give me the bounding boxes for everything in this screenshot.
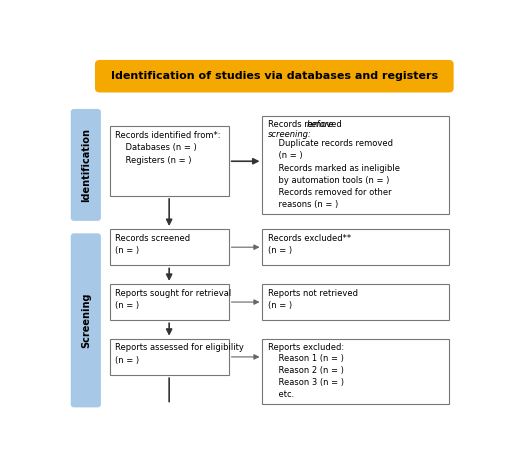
FancyBboxPatch shape [110, 229, 229, 266]
FancyBboxPatch shape [262, 339, 449, 405]
Text: Reason 1 (n = )
    Reason 2 (n = )
    Reason 3 (n = )
    etc.: Reason 1 (n = ) Reason 2 (n = ) Reason 3… [268, 353, 344, 399]
Text: before: before [307, 120, 334, 129]
FancyBboxPatch shape [262, 115, 449, 214]
FancyBboxPatch shape [262, 229, 449, 266]
FancyBboxPatch shape [110, 339, 229, 375]
FancyBboxPatch shape [95, 60, 454, 93]
Text: Duplicate records removed
    (n = )
    Records marked as ineligible
    by aut: Duplicate records removed (n = ) Records… [268, 139, 399, 209]
Text: Reports sought for retrieval
(n = ): Reports sought for retrieval (n = ) [115, 288, 231, 310]
Text: screening:: screening: [268, 130, 311, 139]
Text: Identification: Identification [81, 128, 91, 202]
Text: Records excluded**
(n = ): Records excluded** (n = ) [268, 234, 351, 255]
Text: Identification of studies via databases and registers: Identification of studies via databases … [111, 71, 438, 81]
Text: Records removed: Records removed [268, 120, 344, 129]
Text: Records identified from*:
    Databases (n = )
    Registers (n = ): Records identified from*: Databases (n =… [115, 131, 220, 164]
FancyBboxPatch shape [71, 109, 101, 221]
Text: Screening: Screening [81, 293, 91, 348]
Text: Reports assessed for eligibility
(n = ): Reports assessed for eligibility (n = ) [115, 343, 244, 364]
Text: Records screened
(n = ): Records screened (n = ) [115, 234, 190, 255]
FancyBboxPatch shape [71, 233, 101, 408]
FancyBboxPatch shape [262, 284, 449, 320]
FancyBboxPatch shape [110, 126, 229, 196]
Text: Reports not retrieved
(n = ): Reports not retrieved (n = ) [268, 288, 357, 310]
Text: Reports excluded:: Reports excluded: [268, 343, 344, 352]
FancyBboxPatch shape [110, 284, 229, 320]
